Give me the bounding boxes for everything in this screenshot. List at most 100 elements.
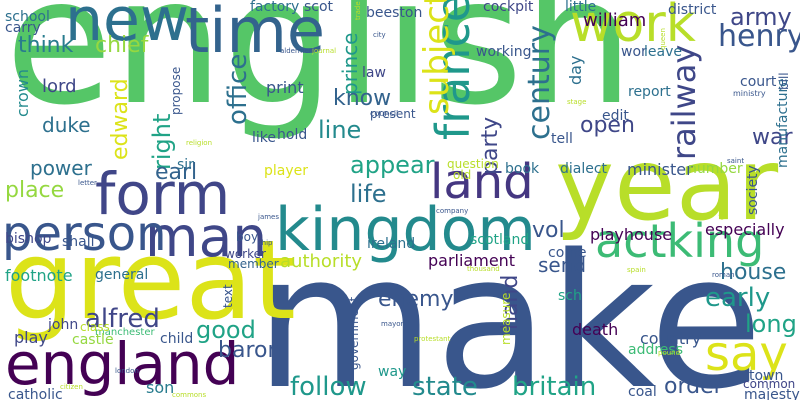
word-long: long [745,310,797,338]
word-working: working [476,44,532,60]
word-company: company [436,207,469,215]
word-aldermen: aldermen [280,47,314,55]
word-william: william [583,10,647,31]
word-open: open [580,113,635,138]
word-kingdom: kingdom [275,195,536,265]
word-little: little [565,0,597,15]
word-lord: lord [42,76,77,97]
word-print: print [266,78,304,97]
word-town: town [749,368,784,384]
word-society: society [745,165,761,215]
word-state: state [412,372,478,400]
word-appear: appear [350,151,435,179]
word-james: james [258,213,280,221]
word-earl: earl [155,160,198,185]
word-house: house [720,260,787,285]
word-wor: wor [621,44,647,60]
word-cockpit: cockpit [483,0,534,15]
word-old: old [453,168,472,182]
word-bill: bill [777,72,791,90]
word-place: place [5,178,65,203]
word-worker: worker [225,247,266,261]
word-new: new [65,0,190,55]
word-tell: tell [551,131,573,147]
word-authority: authority [280,251,363,272]
word-enemy: enemy [378,287,454,312]
word-saint: saint [727,157,745,165]
word-land: land [430,154,534,210]
word-century: century [522,25,557,140]
word-shall: shall [62,234,95,250]
word-catholic: catholic [8,387,63,400]
word-actking: actking [595,214,765,268]
word-spain: spain [627,266,646,274]
word-english: english [5,0,634,144]
word-alfred: alfred [85,304,160,334]
word-edward: edward [108,78,133,160]
word-follow: follow [290,372,367,400]
word-day: day [566,55,585,85]
word-work: work [570,0,696,54]
word-majesty: majesty [744,387,800,400]
word-roman: roman [712,271,735,279]
word-common: common [743,377,796,391]
word-say: say [705,326,788,382]
word-court: court [740,74,777,90]
word-sir: sir [177,157,194,173]
word-like: like [252,130,277,146]
word-commons: commons [172,391,207,399]
word-manufacture: manufacture [775,78,791,168]
word-especially: especially [705,220,785,239]
word-school: school [5,9,50,25]
word-trade: trade [354,1,362,20]
word-thousand: thousand [467,265,500,273]
word-henry: henry [718,19,800,54]
word-person: person [2,206,167,262]
word-war: war [752,125,793,150]
word-good: good [196,316,256,344]
word-death: death [572,320,619,339]
word-way: way [378,364,407,380]
word-son: son [146,378,175,397]
word-city: city [373,31,386,39]
word-propose: propose [169,66,183,115]
word-pound: pound [658,349,681,357]
word-line: line [318,116,362,144]
word-crown: crown [13,68,32,117]
word-book: book [505,161,540,177]
word-member: member [228,257,279,271]
word-boy: boy [236,230,259,244]
word-ireland: ireland [367,236,416,252]
word-order: order [664,374,723,399]
word-form: form [95,160,231,228]
word-letter: letter [78,179,97,187]
word-scotland: scotland [470,232,530,248]
word-britain: britain [512,372,597,400]
word-church: church [718,196,726,220]
word-leave: leave [644,44,682,60]
word-play: play [14,328,48,347]
word-text: text [221,284,235,308]
word-year: year [555,126,779,243]
word-make: make [255,214,763,400]
word-religion: religion [186,139,213,147]
word-edit: edit [602,108,629,124]
word-footnote: footnote [5,266,73,285]
word-dialect: dialect [560,161,608,177]
word-chief: chief [95,33,149,58]
word-england: england [5,330,240,398]
word-mayor: mayor [381,320,404,328]
word-railway: railway [665,44,703,160]
word-government: government [347,296,361,370]
word-vol: vol [532,218,565,243]
word-minister: minister [627,160,693,179]
word-great: great [5,216,296,344]
word-john: john [48,317,79,333]
word-carry: carry [5,20,41,36]
word-london: london [115,367,139,375]
word-parliament: parliament [428,251,516,270]
word-manchester: manchester [95,327,155,338]
word-number: number [688,161,743,177]
word-council: council [370,109,399,118]
word-district: district [668,2,717,18]
